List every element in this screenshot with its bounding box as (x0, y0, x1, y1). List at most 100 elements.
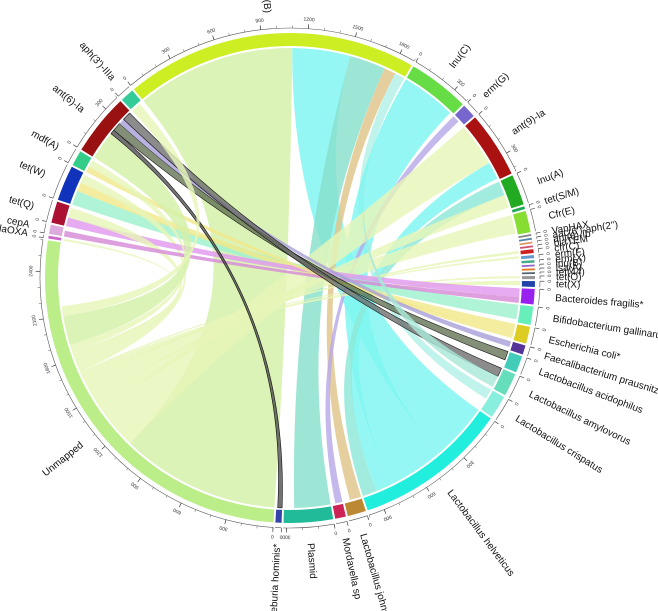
sector-label-tet-x: tet(X) (556, 279, 581, 291)
sector-arc-lnu-c (406, 66, 463, 114)
sector-label-lactobacillus-johnsonii: Lactobacillus johnsonii (357, 532, 395, 611)
sector-label-cfr-e: Cfr(E) (548, 205, 576, 222)
minor-tick (398, 502, 401, 506)
sector-label-mdf-a: mdf(A) (29, 128, 61, 152)
tick-label: 0 (546, 274, 552, 277)
sector-arc-tet-s-m (511, 206, 526, 213)
sector-arc-aac-6-aph-2 (518, 237, 532, 242)
major-tick (333, 524, 336, 529)
tick-label: 0 (57, 156, 64, 161)
major-tick (346, 521, 349, 526)
tick-label: 900 (130, 480, 140, 490)
sector-arc-ant-6-ib (519, 241, 533, 246)
sector-axis-cepa (43, 223, 47, 233)
tick-label: 0 (482, 105, 488, 111)
major-tick (534, 327, 540, 330)
sector-axis-escherichia-coli (530, 327, 536, 346)
tick-label: 0 (545, 288, 551, 291)
minor-tick (474, 446, 477, 449)
tick-label: 0 (543, 242, 549, 246)
sector-axis-plasmid (283, 523, 335, 529)
minor-tick (83, 132, 86, 134)
tick-label: 0 (279, 533, 282, 539)
major-tick (519, 375, 525, 379)
sector-arc-blaoxa (48, 235, 62, 241)
sector-label-blatem: blaTEM (553, 234, 589, 249)
sector-arc-tet-w (57, 166, 84, 204)
sector-arc-bifidobacterium-gallinarum (517, 304, 534, 326)
major-tick (454, 86, 458, 91)
sector-label-roseburia-hominis: Roseburia hominis* (268, 543, 283, 611)
major-tick (528, 203, 534, 206)
tick-label: 0 (122, 75, 128, 82)
sector-label-lactobacillus-helveticus: Lactobacillus helveticus (445, 488, 517, 579)
tick-label: 300 (219, 524, 229, 532)
major-tick (538, 306, 543, 308)
major-tick (115, 92, 119, 97)
minor-tick (48, 349, 51, 351)
sector-axis-cfr-e (530, 209, 536, 232)
minor-tick (488, 124, 492, 127)
minor-tick (154, 64, 157, 67)
chord-link-lnu-a-to-unmapped (94, 195, 509, 410)
tick-label: 0 (271, 533, 274, 539)
major-tick (72, 407, 77, 411)
sector-arc-lsa-a (521, 268, 535, 271)
tick-label: 1200 (303, 17, 315, 24)
tick-label: 900 (255, 18, 264, 25)
chord-link-erm-b-to-unmapped (130, 48, 293, 508)
minor-tick (485, 433, 488, 436)
major-tick (73, 144, 78, 148)
minor-tick (451, 468, 454, 471)
major-tick (41, 220, 47, 222)
chord-link-ant-9-ia-to-unmapped (101, 127, 490, 444)
major-tick (38, 236, 44, 238)
major-tick (538, 247, 543, 249)
sector-axis-bacteroides-fragilis (538, 289, 541, 306)
sector-label-lnu-b: lnu(B) (555, 258, 582, 270)
major-tick (516, 170, 522, 174)
sector-label-blaoxa: blaOXA (0, 223, 29, 240)
major-tick (64, 160, 69, 163)
sector-axis-lactobacillus-johnsonii (348, 515, 368, 522)
sector-axis-mordavella-sp (336, 521, 348, 525)
sector-label-tet-s-m: tet(S/M) (543, 186, 580, 207)
sector-label-cepa: cepA (6, 215, 31, 230)
tick-label: 0 (540, 328, 546, 332)
sector-label-bacteroides-fragilis: Bacteroides fragilis* (555, 293, 644, 311)
sector-label-unmapped: Unmapped (41, 440, 86, 479)
tick-label: 1500 (63, 406, 74, 419)
major-tick (355, 32, 357, 37)
major-tick (530, 346, 535, 349)
major-tick (463, 457, 468, 462)
tick-label: 0 (545, 257, 551, 260)
tick-label: 0 (334, 529, 338, 535)
sector-arc-lactobacillus-amylovorus (493, 369, 516, 396)
chord-link-cepa-to-bacteroides-fragilis (63, 230, 520, 303)
minor-tick (513, 165, 517, 168)
major-tick (506, 150, 511, 154)
tick-label: 0 (525, 377, 532, 382)
sector-arc-tet-q (51, 201, 70, 226)
major-tick (530, 207, 535, 210)
minor-tick (413, 58, 416, 62)
major-tick (178, 502, 182, 508)
sector-label-mordavella-sp: Mordavella sp (339, 537, 363, 601)
sector-label-lnu-c: lnu(C) (448, 42, 473, 70)
sector-arc-vanhax (518, 234, 532, 239)
tick-label: 1500 (352, 24, 365, 33)
minor-tick (92, 433, 95, 436)
tick-label: 600 (207, 27, 217, 35)
sector-label-ant-6-ib: ant(6)-Ib (552, 229, 591, 245)
sector-arc-roseburia-hominis (275, 509, 283, 523)
minor-tick (126, 468, 129, 471)
sector-label-tet-o: tet(O) (556, 272, 582, 283)
tick-label: 0 (418, 51, 424, 58)
sector-arc-cepa (49, 224, 64, 237)
sector-axis-lactobacillus-acidophilus (520, 357, 528, 375)
tick-label: 0 (513, 401, 520, 407)
tick-label: 0 (499, 423, 506, 429)
minor-tick (412, 495, 415, 499)
